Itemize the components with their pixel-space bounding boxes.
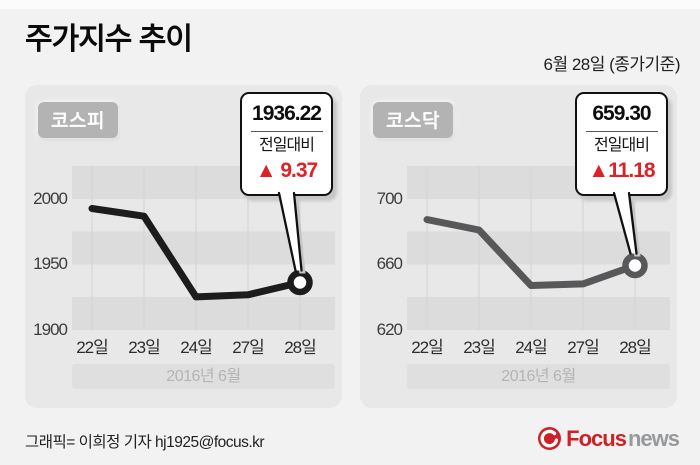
x-tick-label: 24일: [515, 338, 548, 357]
kosdaq-panel: 코스닥 659.30 전일대비 ▲11.18 2016년 6월 700 660 62…: [360, 85, 677, 408]
chart-svg: [88, 166, 313, 330]
y-tick-label: 2000: [33, 188, 68, 208]
kospi-close-value: 1936.22: [252, 102, 322, 125]
date-note: 6월 28일 (종가기준): [543, 55, 681, 74]
x-tick-label: 27일: [232, 338, 265, 357]
kosdaq-callout: 659.30 전일대비 ▲11.18: [575, 92, 668, 196]
kospi-badge: 코스피: [38, 102, 118, 138]
callout-tail: [277, 191, 306, 274]
kospi-change-value: ▲ 9.37: [255, 159, 319, 182]
logo-brand-primary: Focus: [566, 425, 627, 451]
x-tick-label: 28일: [284, 338, 317, 357]
kosdaq-close-value: 659.30: [592, 102, 651, 125]
x-tick-label: 22일: [76, 338, 109, 357]
y-tick-label: 620: [376, 320, 403, 339]
kospi-change-label: 전일대비: [259, 137, 315, 154]
callout-tail: [612, 191, 641, 257]
kosdaq-change-value: ▲11.18: [588, 159, 655, 182]
focus-news-logo: Focus news: [537, 425, 680, 452]
x-tick-label: 23일: [128, 338, 161, 357]
page-title: 주가지수 추이: [25, 23, 193, 56]
x-tick-label: 22일: [411, 338, 444, 357]
x-tick-label: 28일: [619, 338, 652, 357]
last-point-marker: [287, 269, 313, 296]
x-tick-label: 27일: [567, 338, 600, 357]
y-tick-label: 1950: [33, 254, 68, 274]
last-point-marker: [622, 252, 648, 279]
callout-divider: [585, 131, 658, 132]
callout-divider: [250, 131, 323, 132]
top-strip: [0, 0, 700, 9]
x-tick-label: 24일: [180, 338, 213, 357]
credit-line: 그래픽= 이희정 기자 hj1925@focus.kr: [25, 434, 265, 451]
kosdaq-month-band: 2016년 6월: [407, 364, 670, 389]
kospi-callout: 1936.22 전일대비 ▲ 9.37: [240, 92, 333, 196]
kosdaq-change-label: 전일대비: [594, 137, 650, 154]
logo-brand-secondary: news: [627, 425, 680, 451]
y-tick-label: 660: [376, 254, 403, 274]
focus-swirl-icon: [538, 427, 562, 450]
series-line: [423, 216, 639, 289]
kosdaq-badge: 코스닥: [373, 102, 453, 138]
y-tick-label: 700: [376, 188, 403, 208]
y-tick-label: 1900: [33, 320, 68, 339]
series-line: [88, 205, 304, 301]
kospi-panel: 코스피 1936.22 전일대비 ▲ 9.37 2016년 6월 2000 195…: [25, 85, 342, 408]
x-tick-label: 23일: [463, 338, 496, 357]
kospi-month-band: 2016년 6월: [72, 364, 335, 389]
